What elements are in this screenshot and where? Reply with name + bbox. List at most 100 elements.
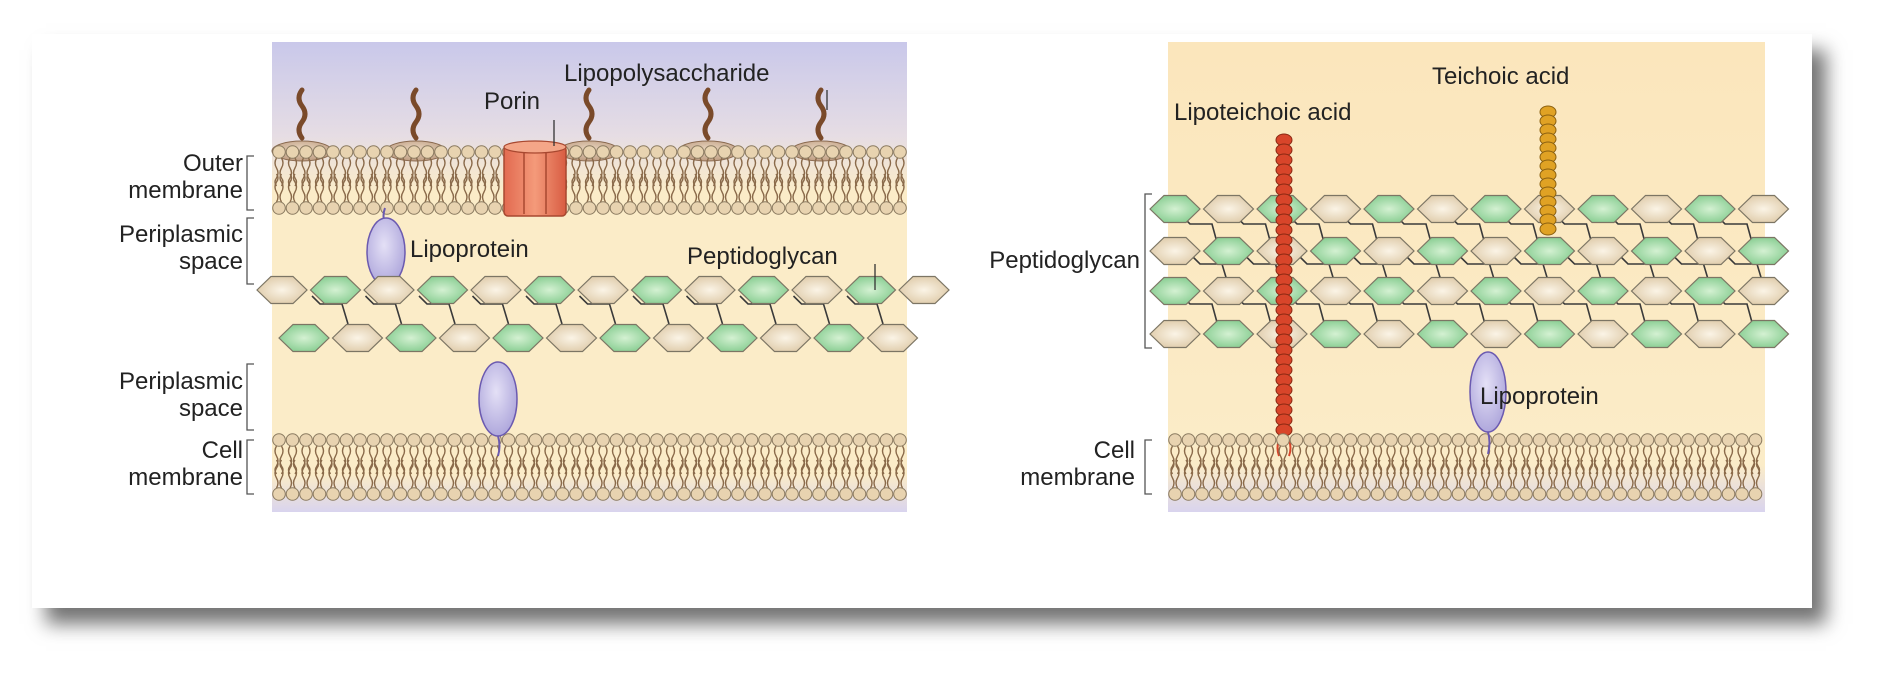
lipid-head (555, 487, 570, 501)
lipid-tail (382, 173, 387, 203)
lipid-head (1600, 487, 1614, 501)
glycan-tan-unit (1684, 319, 1736, 349)
lipid-tail (873, 173, 878, 203)
lipid-tail (873, 157, 878, 187)
lipid-head (893, 487, 907, 501)
cell-membrane-right-label-line2: membrane (1020, 464, 1135, 491)
glycan-green-unit (1577, 194, 1629, 224)
lipid-tail (481, 157, 487, 187)
lipid-head (1343, 433, 1358, 447)
peptide-crosslink (1351, 255, 1390, 285)
glycan-tan-unit (1577, 319, 1629, 349)
peptide-crosslink (1458, 255, 1497, 285)
lipid-head (488, 487, 502, 501)
lipid-head (1168, 487, 1182, 501)
lipid-head (1370, 433, 1385, 447)
lipid-tail (665, 459, 671, 489)
lipid-tail (670, 459, 676, 489)
lipid-tail (665, 157, 671, 187)
lipid-tail (589, 173, 595, 203)
lipid-tail (800, 157, 806, 187)
cell-membrane-left-label-line2: membrane (128, 464, 243, 491)
lipid-head (1411, 487, 1425, 501)
lipid-tail (508, 459, 514, 489)
lipid-tail (1269, 459, 1275, 489)
lipid-tail (1723, 459, 1729, 489)
lipid-tail (1215, 459, 1221, 489)
lipid-tail (341, 459, 347, 489)
glycan-green-unit (309, 275, 362, 305)
lipid-head (825, 145, 840, 159)
glycan-tan-unit (1202, 194, 1255, 224)
bracket (246, 363, 254, 431)
lipid-tail (287, 157, 293, 187)
lipid-head (785, 433, 799, 447)
lipid-head (1411, 433, 1425, 447)
lipid-head (1627, 433, 1641, 447)
lipid-tail (1183, 459, 1189, 489)
porin-label: Porin (484, 88, 540, 115)
lipid-head (1546, 487, 1560, 501)
lipid-head (1600, 433, 1614, 447)
lipid-tail (333, 173, 338, 203)
lipid-tail (287, 459, 293, 489)
lipid-tail (819, 459, 824, 489)
lipid-head (1235, 487, 1250, 501)
lipid-tail (333, 459, 338, 489)
lipid-tail (341, 157, 347, 187)
lipoprotein-right-label: Lipoprotein (1480, 383, 1599, 410)
lipid-tail (738, 459, 743, 489)
lipid-tail (1359, 459, 1364, 489)
lipid-tail (1521, 459, 1526, 489)
lipid-head (731, 487, 745, 501)
lipid-tail (1310, 459, 1315, 489)
lipid-tail (630, 173, 635, 203)
lipid-head (1735, 487, 1749, 501)
lipid-tail (360, 173, 365, 203)
lipid-tail (1210, 459, 1216, 489)
glycan-green-unit (737, 275, 790, 305)
lipid-head (623, 487, 637, 501)
lipid-tail (616, 459, 622, 489)
lipid-tail (490, 157, 495, 187)
lipid-head (461, 201, 475, 215)
teichoic-acid (1539, 105, 1557, 236)
lipid-tail (1431, 459, 1437, 489)
lipid-head (1735, 433, 1749, 447)
lipid-tail (1445, 459, 1450, 489)
lipid-tail (792, 173, 797, 203)
lipid-tail (1291, 459, 1297, 489)
lipid-head (798, 201, 813, 215)
lipid-tail (314, 157, 320, 187)
lipid-tail (495, 173, 500, 203)
lipid-tail (544, 459, 549, 489)
lipid-head (1492, 433, 1506, 447)
lipid-tail (805, 173, 811, 203)
lipid-tail (427, 459, 433, 489)
lipid-head (272, 201, 286, 215)
lipid-tail (787, 157, 792, 187)
lipid-head (488, 145, 502, 159)
lipid-tail (301, 459, 306, 489)
lipoprotein-body (478, 361, 518, 437)
porin (503, 140, 567, 217)
lipid-tail (711, 173, 716, 203)
lipid-head (839, 487, 853, 501)
lipid-tail (854, 459, 860, 489)
lipid-tail (422, 173, 428, 203)
lipoprotein-left-label: Lipoprotein (410, 236, 529, 263)
lipid-head (785, 487, 799, 501)
lipid-tail (463, 459, 468, 489)
lipid-tail (1372, 459, 1378, 489)
lipid-head (1249, 433, 1263, 447)
teichoic-acid-label: Teichoic acid (1432, 63, 1569, 90)
lipid-head (299, 433, 313, 447)
glycan-tan-unit (1309, 276, 1362, 306)
lipid-tail (679, 459, 684, 489)
glycan-tan-unit (1309, 194, 1362, 224)
lipid-head (1519, 487, 1533, 501)
lipid-tail (571, 157, 576, 187)
lipid-tail (787, 459, 792, 489)
lipid-head (1222, 487, 1236, 501)
lipid-tail (652, 157, 657, 187)
